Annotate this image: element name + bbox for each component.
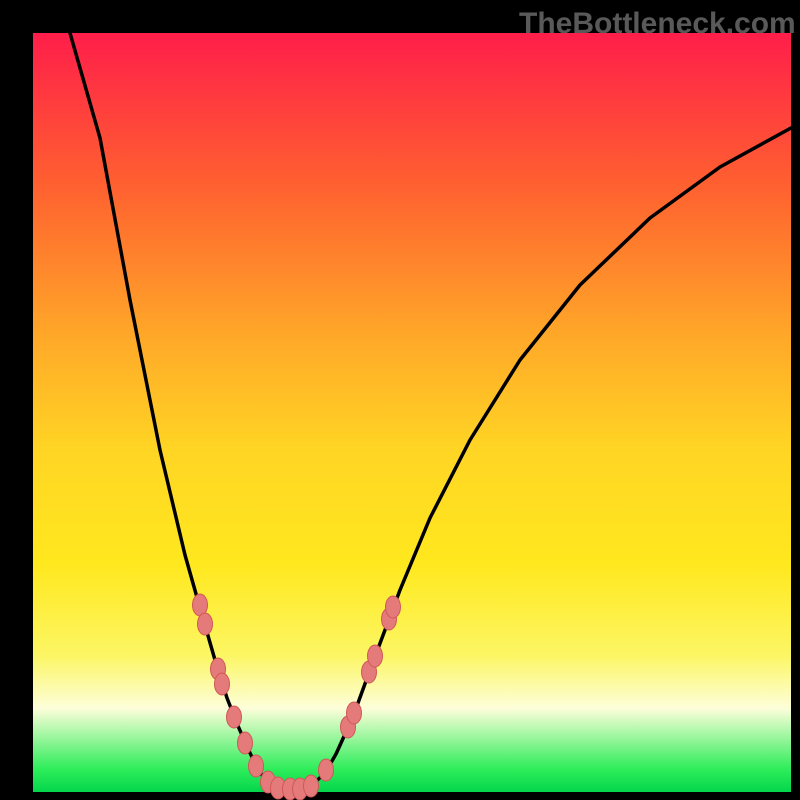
- data-marker: [198, 613, 213, 635]
- data-marker: [304, 775, 319, 797]
- chart-container: TheBottleneck.com: [0, 0, 800, 800]
- data-marker: [368, 645, 383, 667]
- data-marker: [386, 596, 401, 618]
- data-marker: [227, 706, 242, 728]
- chart-overlay: [0, 0, 800, 800]
- data-marker: [249, 755, 264, 777]
- data-marker: [319, 759, 334, 781]
- data-marker: [238, 732, 253, 754]
- curve-right-branch: [282, 128, 791, 789]
- curve-left-branch: [70, 33, 282, 789]
- data-marker: [347, 702, 362, 724]
- data-marker: [215, 673, 230, 695]
